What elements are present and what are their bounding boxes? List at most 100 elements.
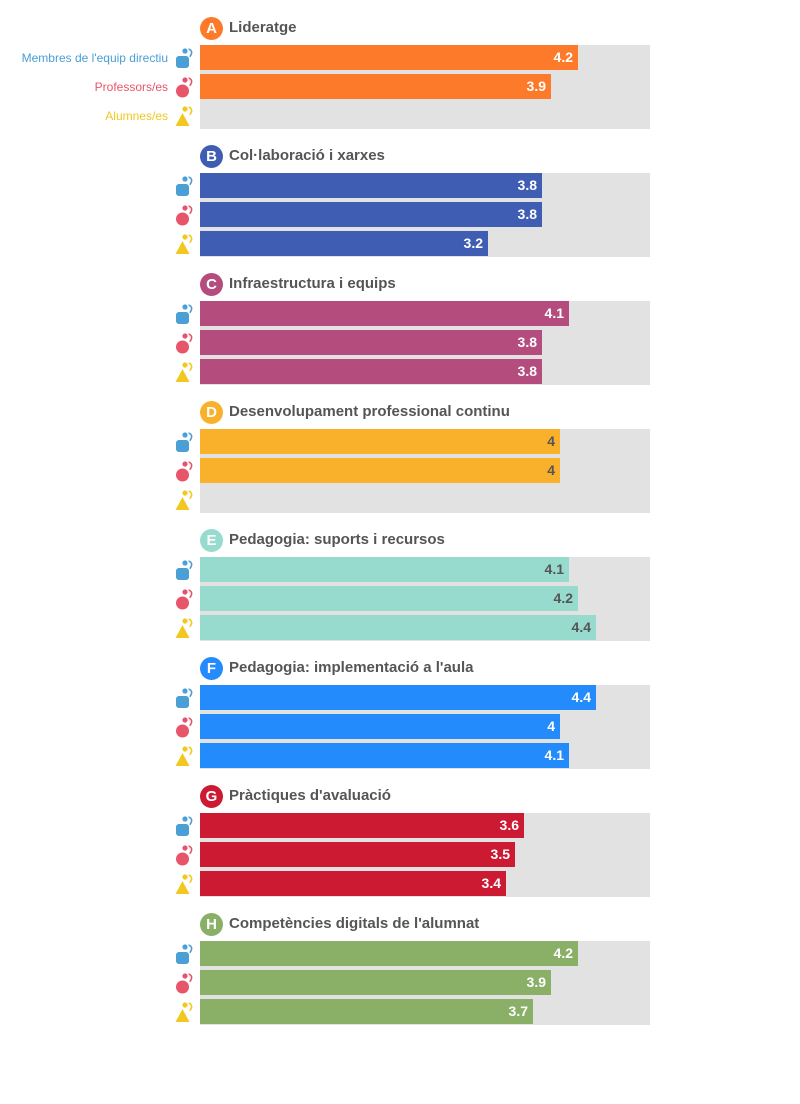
management-team-icon — [176, 944, 193, 964]
category-badge: G — [200, 785, 223, 808]
bar — [200, 743, 569, 768]
bar — [200, 429, 560, 454]
bar-row-management-team: 4.2 — [0, 941, 800, 966]
bar-value-label: 4.1 — [544, 305, 564, 321]
category-badge: H — [200, 913, 223, 936]
student-icon — [175, 490, 193, 510]
bar — [200, 173, 542, 198]
management-team-icon — [176, 48, 193, 68]
category-title: Infraestructura i equips — [229, 275, 396, 292]
student-icon — [175, 362, 193, 382]
bar-value-label: 4.2 — [553, 945, 573, 961]
bar — [200, 685, 596, 710]
management-team-icon — [176, 432, 193, 452]
category-section-b: B Col·laboració i xarxes 3.8 3.8 3.2 — [0, 145, 800, 273]
category-title: Desenvolupament professional continu — [229, 403, 510, 420]
bar-row-teacher: 3.8 — [0, 202, 800, 227]
bar-row-teacher: 3.5 — [0, 842, 800, 867]
category-title: Col·laboració i xarxes — [229, 147, 385, 164]
bar-row-management-team: 4.1 — [0, 301, 800, 326]
student-icon — [175, 874, 193, 894]
bar-value-label: 4.1 — [544, 561, 564, 577]
bar — [200, 231, 488, 256]
student-icon — [175, 746, 193, 766]
student-icon — [175, 618, 193, 638]
bar-value-label: 4 — [547, 718, 555, 734]
bar-value-label: 4 — [547, 433, 555, 449]
category-section-c: C Infraestructura i equips 4.1 3.8 3.8 — [0, 273, 800, 401]
bar-value-label: 4 — [547, 462, 555, 478]
teacher-icon — [176, 589, 193, 610]
category-title: Pràctiques d'avaluació — [229, 787, 391, 804]
bar-row-management-team: 3.8 — [0, 173, 800, 198]
bar — [200, 557, 569, 582]
student-icon — [175, 106, 193, 126]
bar-value-label: 3.8 — [517, 363, 537, 379]
category-badge: C — [200, 273, 223, 296]
bar-row-management-team: 3.6 — [0, 813, 800, 838]
teacher-icon — [176, 845, 193, 866]
bar — [200, 714, 560, 739]
bar-value-label: 3.8 — [517, 177, 537, 193]
category-badge: E — [200, 529, 223, 552]
bar-row-teacher: Professors/es 3.9 — [0, 74, 800, 99]
bar-row-student: Alumnes/es — [0, 103, 800, 128]
bar — [200, 941, 578, 966]
bar — [200, 330, 542, 355]
management-team-icon — [176, 816, 193, 836]
management-team-icon — [176, 688, 193, 708]
category-title: Lideratge — [229, 19, 297, 36]
bar-row-teacher: 3.9 — [0, 970, 800, 995]
bar — [200, 999, 533, 1024]
bar-row-student: 4.4 — [0, 615, 800, 640]
bar-value-label: 3.7 — [508, 1003, 528, 1019]
legend-label: Alumnes/es — [105, 109, 168, 123]
bar-row-teacher: 4 — [0, 458, 800, 483]
bar-value-label: 4.4 — [571, 619, 591, 635]
bar-value-label: 3.8 — [517, 334, 537, 350]
bar-row-student: 4.1 — [0, 743, 800, 768]
bar-row-teacher: 4 — [0, 714, 800, 739]
category-section-g: G Pràctiques d'avaluació 3.6 3.5 3.4 — [0, 785, 800, 913]
category-section-d: D Desenvolupament professional continu 4 4 — [0, 401, 800, 529]
category-section-a: A Lideratge Membres de l'equip directiu 4.2… — [0, 17, 800, 145]
category-title: Pedagogia: implementació a l'aula — [229, 659, 474, 676]
bar-value-label: 3.6 — [499, 817, 519, 833]
bar-row-management-team: 4 — [0, 429, 800, 454]
bar — [200, 842, 515, 867]
bar-value-label: 3.9 — [526, 78, 546, 94]
management-team-icon — [176, 560, 193, 580]
category-title: Pedagogia: suports i recursos — [229, 531, 445, 548]
bar-row-management-team: 4.4 — [0, 685, 800, 710]
bar-row-management-team: 4.1 — [0, 557, 800, 582]
bar-value-label: 4.2 — [553, 590, 573, 606]
bar-row-student: 3.2 — [0, 231, 800, 256]
bar — [200, 813, 524, 838]
bar-row-teacher: 3.8 — [0, 330, 800, 355]
bar-value-label: 3.8 — [517, 206, 537, 222]
bar — [200, 615, 596, 640]
teacher-icon — [176, 333, 193, 354]
category-section-h: H Competències digitals de l'alumnat 4.2 3.… — [0, 913, 800, 1041]
management-team-icon — [176, 176, 193, 196]
bar — [200, 458, 560, 483]
bar — [200, 74, 551, 99]
bar-row-management-team: Membres de l'equip directiu 4.2 — [0, 45, 800, 70]
teacher-icon — [176, 973, 193, 994]
category-badge: B — [200, 145, 223, 168]
category-section-e: E Pedagogia: suports i recursos 4.1 4.2 4.4 — [0, 529, 800, 657]
category-section-f: F Pedagogia: implementació a l'aula 4.4 4 4.… — [0, 657, 800, 785]
category-title: Competències digitals de l'alumnat — [229, 915, 480, 932]
bar-value-label: 3.9 — [526, 974, 546, 990]
bar-value-label: 3.2 — [463, 235, 483, 251]
bar-row-teacher: 4.2 — [0, 586, 800, 611]
teacher-icon — [176, 77, 193, 98]
bar — [200, 871, 506, 896]
bar-row-student: 3.7 — [0, 999, 800, 1024]
bar-value-label: 3.5 — [490, 846, 510, 862]
bar-value-label: 4.2 — [553, 49, 573, 65]
category-badge: A — [200, 17, 223, 40]
bar — [200, 45, 578, 70]
teacher-icon — [176, 461, 193, 482]
bar-value-label: 4.1 — [544, 747, 564, 763]
